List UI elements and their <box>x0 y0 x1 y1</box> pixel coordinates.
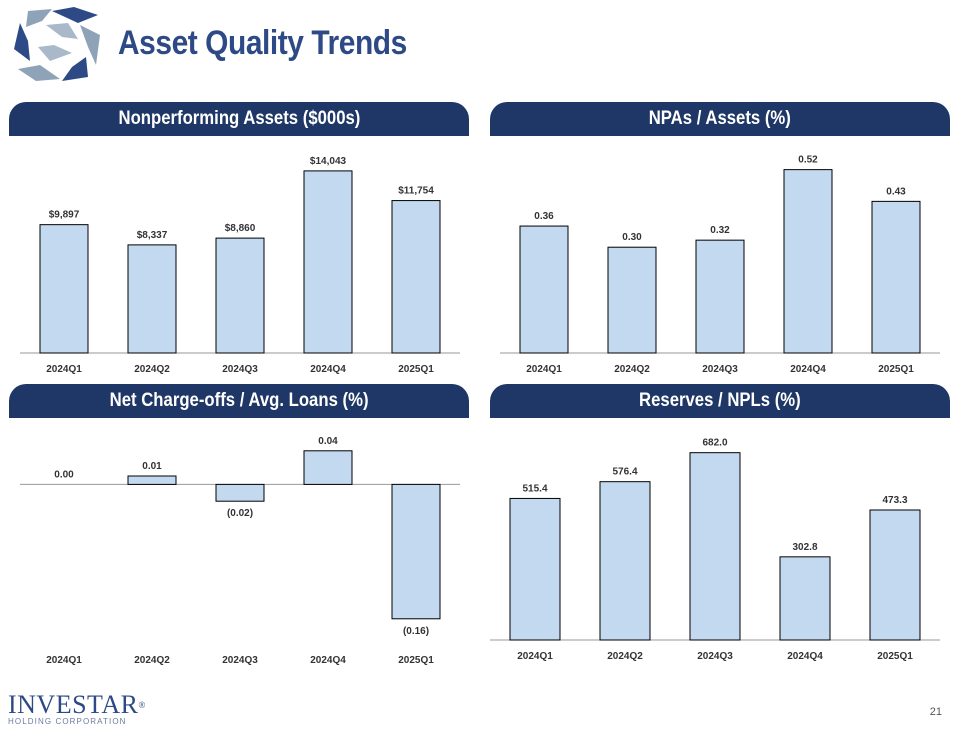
x-tick-label: 2025Q1 <box>398 655 434 666</box>
data-label: 0.00 <box>54 469 74 480</box>
bar-2024q4 <box>303 170 353 354</box>
brand-wordmark: INVESTAR® HOLDING CORPORATION <box>8 692 146 727</box>
bar-2024q2 <box>127 475 177 485</box>
x-tick-label: 2024Q3 <box>702 364 738 375</box>
bar-2025q1 <box>391 483 441 620</box>
data-label: 0.36 <box>534 211 554 222</box>
x-tick-label: 2025Q1 <box>398 364 434 375</box>
data-label: 0.01 <box>142 461 162 472</box>
company-logo-icon <box>14 7 100 81</box>
bar-2024q3 <box>215 483 265 502</box>
data-label: $8,860 <box>225 223 256 234</box>
registered-mark: ® <box>138 700 146 710</box>
panel-title: Reserves / NPLs (%) <box>639 390 801 411</box>
x-tick-label: 2024Q1 <box>46 364 82 375</box>
net-charge-offs-chart: 0.00 2024Q1 0.01 2024Q2 (0.02) 2024Q3 0.04 2024… <box>20 436 460 666</box>
data-label: $11,754 <box>398 186 434 197</box>
data-label: $8,337 <box>137 230 168 241</box>
reserves-npls-header: Reserves / NPLs (%) <box>490 384 950 418</box>
x-tick-label: 2024Q4 <box>310 364 346 375</box>
x-tick-label: 2024Q2 <box>134 655 170 666</box>
page-title: Asset Quality Trends <box>118 24 407 62</box>
x-tick-label: 2024Q4 <box>310 655 346 666</box>
bar-2024q3 <box>689 452 741 641</box>
x-tick-label: 2024Q2 <box>607 651 643 662</box>
bar-2025q1 <box>871 200 921 354</box>
net-charge-offs-header: Net Charge-offs / Avg. Loans (%) <box>9 384 469 418</box>
data-label: 0.32 <box>710 225 730 236</box>
bar-2024q1 <box>519 225 569 354</box>
data-label: 515.4 <box>522 483 547 494</box>
page-number: 21 <box>929 706 942 718</box>
npas-assets-header: NPAs / Assets (%) <box>490 102 950 136</box>
data-label: $14,043 <box>310 156 347 167</box>
data-label: 0.04 <box>318 436 338 447</box>
data-label: 302.8 <box>792 542 817 553</box>
nonperforming-assets-chart: $9,897 2024Q1 $8,337 2024Q2 $8,860 2024Q3 $14,… <box>20 156 460 375</box>
data-label: 473.3 <box>882 495 907 506</box>
bar-2024q2 <box>599 481 651 641</box>
x-tick-label: 2025Q1 <box>877 651 913 662</box>
panel-title: Net Charge-offs / Avg. Loans (%) <box>109 390 369 411</box>
x-tick-label: 2024Q1 <box>517 651 553 662</box>
npas-assets-chart: 0.36 2024Q1 0.30 2024Q2 0.32 2024Q3 0.52 2024Q4… <box>500 155 940 375</box>
x-tick-label: 2024Q2 <box>134 364 170 375</box>
bar-2024q4 <box>303 450 353 485</box>
brand-name: INVESTAR <box>8 690 139 719</box>
data-label: (0.02) <box>227 508 253 519</box>
data-label: (0.16) <box>403 626 429 637</box>
data-label: 0.30 <box>622 232 642 243</box>
x-tick-label: 2024Q2 <box>614 364 650 375</box>
bar-2025q1 <box>391 200 441 354</box>
x-tick-label: 2024Q3 <box>222 655 258 666</box>
nonperforming-assets-header: Nonperforming Assets ($000s) <box>9 102 469 136</box>
x-tick-label: 2024Q3 <box>222 364 258 375</box>
x-tick-label: 2024Q4 <box>790 364 826 375</box>
x-tick-label: 2024Q4 <box>787 651 823 662</box>
x-tick-label: 2024Q1 <box>46 655 82 666</box>
panel-title: NPAs / Assets (%) <box>648 108 792 129</box>
bar-2024q1 <box>509 497 561 641</box>
x-tick-label: 2024Q3 <box>697 651 733 662</box>
bar-2024q3 <box>695 239 745 354</box>
x-tick-label: 2024Q1 <box>526 364 562 375</box>
panel-title: Nonperforming Assets ($000s) <box>118 108 360 129</box>
bar-2024q4 <box>783 169 833 354</box>
reserves-npls-chart: 515.4 2024Q1 576.4 2024Q2 682.0 2024Q3 302.8 20… <box>490 438 940 662</box>
data-label: 576.4 <box>612 467 637 478</box>
data-label: $9,897 <box>49 210 80 221</box>
data-label: 0.52 <box>798 155 818 166</box>
bar-2024q1 <box>39 224 89 354</box>
bar-2024q2 <box>607 246 657 354</box>
x-tick-label: 2025Q1 <box>878 364 914 375</box>
data-label: 0.43 <box>886 186 906 197</box>
data-label: 682.0 <box>702 438 727 449</box>
bar-2024q4 <box>779 556 831 641</box>
brand-subtitle: HOLDING CORPORATION <box>8 717 127 726</box>
bar-2024q3 <box>215 237 265 354</box>
bar-2024q2 <box>127 244 177 354</box>
bar-2025q1 <box>869 509 921 641</box>
